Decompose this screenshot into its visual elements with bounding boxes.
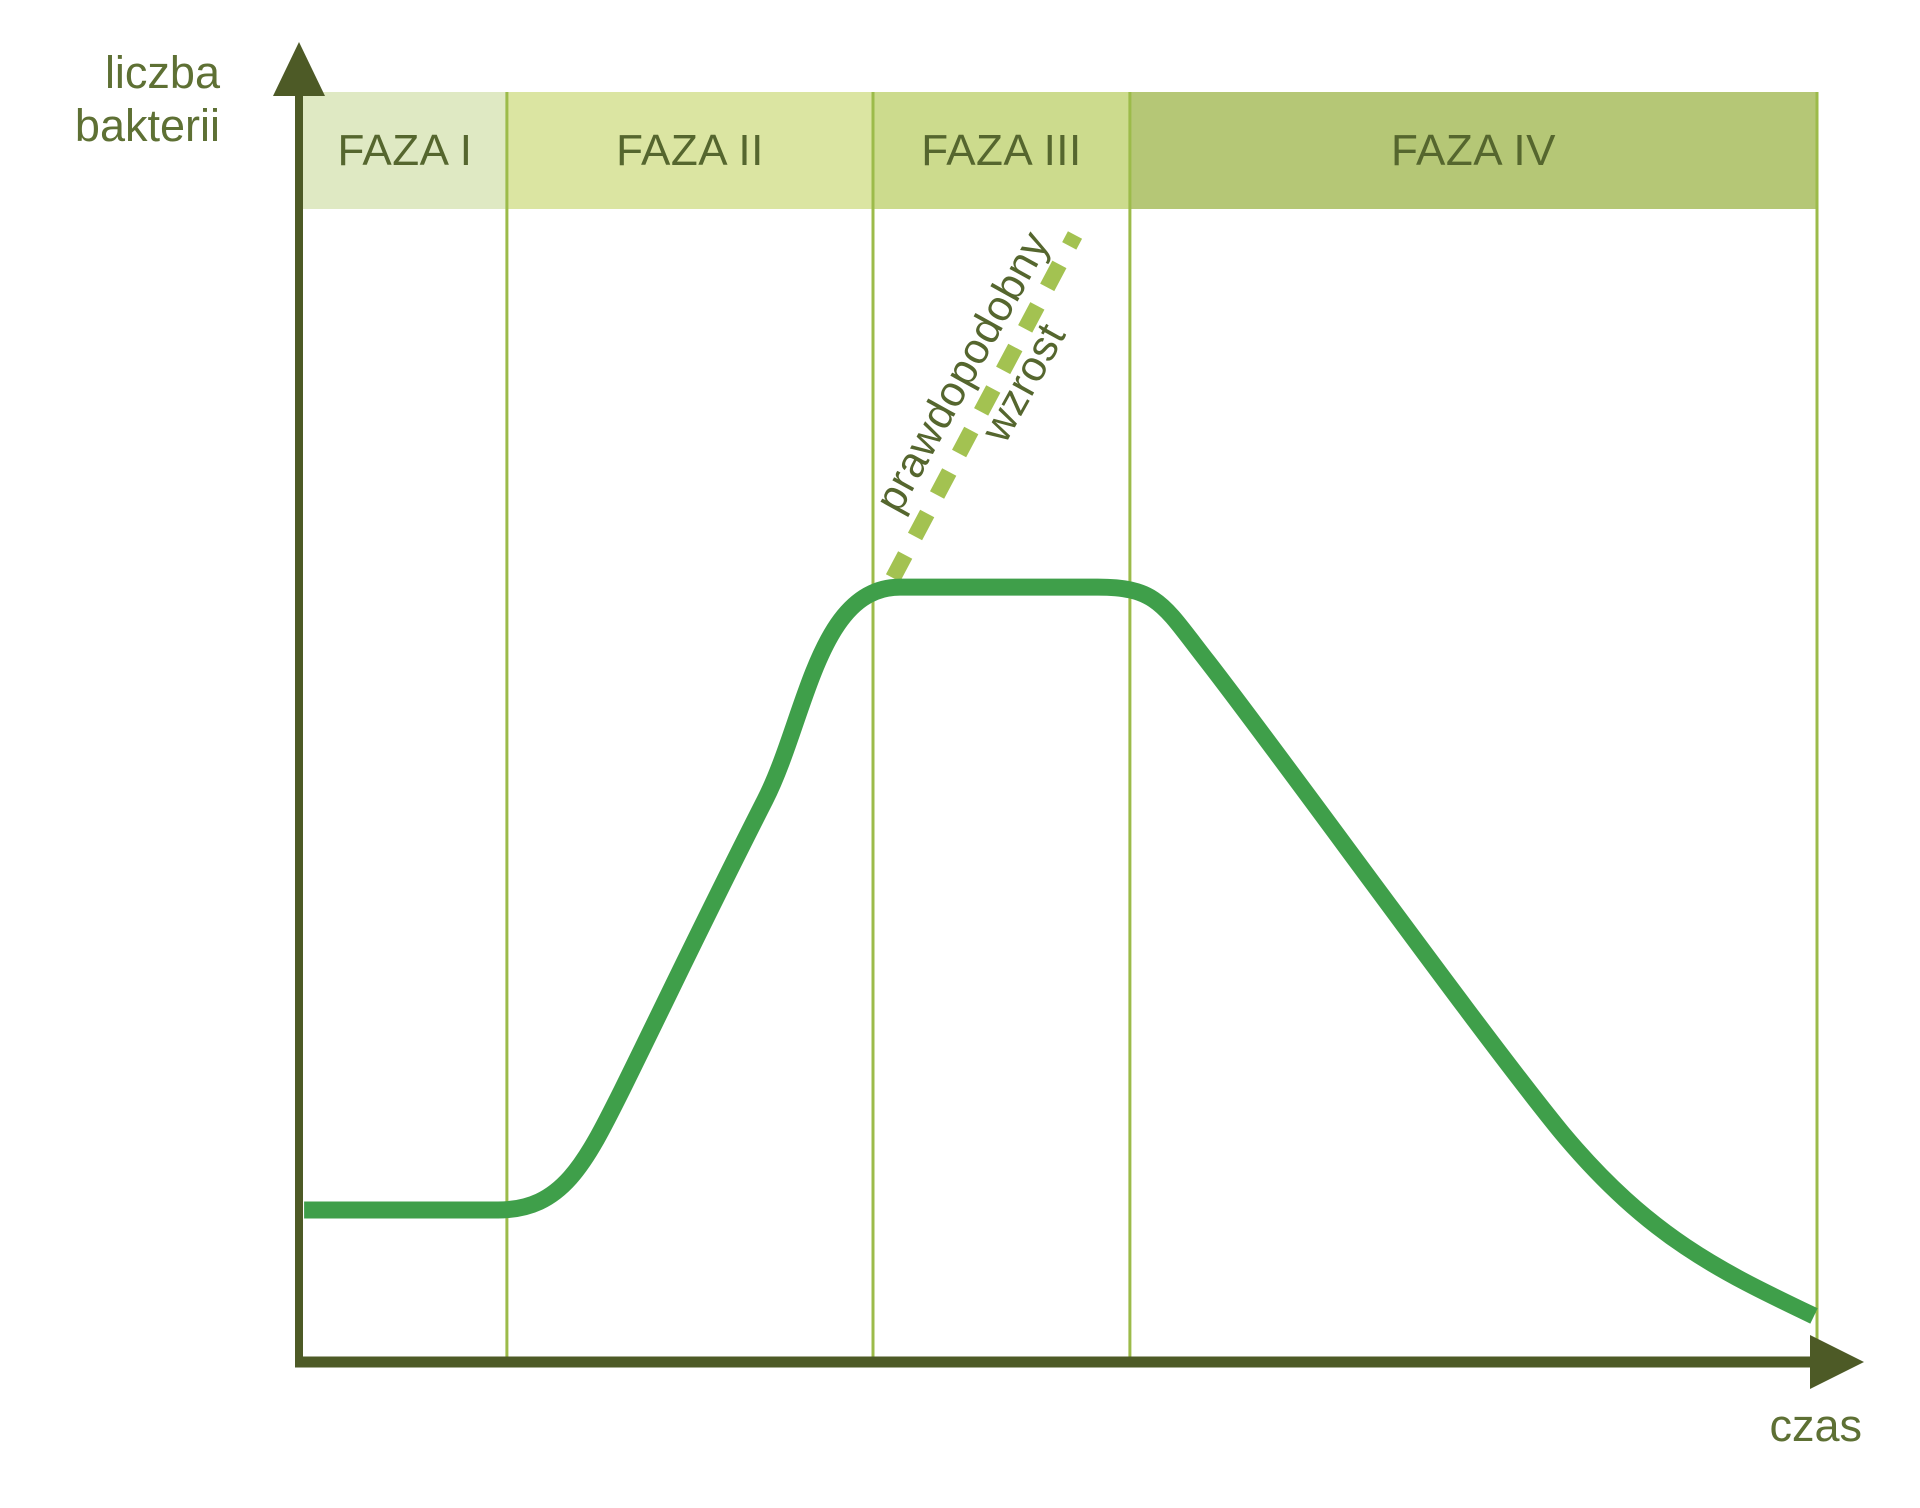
y-axis-label-line2: bakterii bbox=[74, 100, 220, 151]
y-axis-arrowhead-icon bbox=[273, 42, 325, 96]
phase-band-faza-i bbox=[303, 92, 507, 209]
phase-band-faza-ii bbox=[506, 92, 873, 209]
phase-label-faza-ii: FAZA II bbox=[616, 125, 764, 175]
phase-band-faza-iii bbox=[873, 92, 1130, 209]
y-axis-label-line1: liczba bbox=[104, 47, 220, 98]
phase-label-faza-i: FAZA I bbox=[337, 125, 473, 175]
probable-growth-dashed-line bbox=[885, 231, 1083, 582]
y-axis-label: liczba bakterii bbox=[0, 46, 220, 152]
x-axis-label: czas bbox=[1769, 1400, 1862, 1451]
growth-curve bbox=[304, 578, 1818, 1324]
phase-band-faza-iv bbox=[1129, 92, 1817, 209]
x-axis-arrowhead-icon bbox=[1810, 1335, 1864, 1389]
phase-label-faza-iv: FAZA IV bbox=[1391, 125, 1556, 175]
phase-label-faza-iii: FAZA III bbox=[921, 125, 1082, 175]
